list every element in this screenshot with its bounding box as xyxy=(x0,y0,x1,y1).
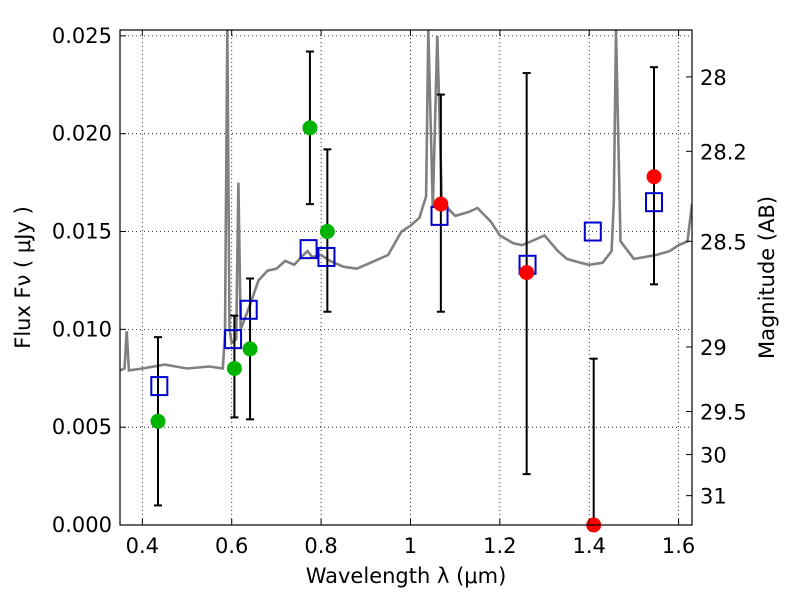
model-square xyxy=(239,299,258,320)
y2-tick-label: 29.5 xyxy=(700,401,747,425)
observed-point xyxy=(150,413,166,429)
x-tick-label: 1 xyxy=(404,534,417,558)
y2-tick-label: 30 xyxy=(700,444,727,468)
y2-tick-label: 28.2 xyxy=(700,140,747,164)
observed-point xyxy=(646,169,662,185)
y-tick-label: 0.020 xyxy=(52,122,112,146)
model-square xyxy=(299,239,318,260)
y-axis-ticks: 0.000 0.005 0.010 0.015 0.020 0.025 xyxy=(52,24,126,537)
x-axis-ticks: 0.4 0.6 0.8 1 1.2 1.4 1.6 xyxy=(126,30,695,558)
y-axis-label: Flux Fν ( μJy ) xyxy=(11,206,35,349)
model-square xyxy=(150,376,169,397)
y2-axis-label: Magnitude (AB) xyxy=(755,196,779,359)
y2-tick-label: 29 xyxy=(700,336,727,360)
plot-frame xyxy=(119,29,693,526)
observed-point xyxy=(519,265,535,281)
y-tick-label: 0.010 xyxy=(52,317,112,341)
y2-tick-label: 28.5 xyxy=(700,230,747,254)
observed-point xyxy=(242,341,258,357)
x-tick-label: 0.6 xyxy=(215,534,248,558)
x-tick-label: 0.4 xyxy=(126,534,159,558)
grid xyxy=(120,30,692,526)
observed-point xyxy=(226,360,242,376)
spectrum-line xyxy=(120,30,692,372)
y2-tick-label: 31 xyxy=(700,485,727,509)
y2-tick-label: 28 xyxy=(700,66,727,90)
y-tick-label: 0.025 xyxy=(52,24,112,48)
observed-point xyxy=(302,120,318,136)
observed-point xyxy=(433,196,449,212)
spectrum-series xyxy=(120,30,692,372)
y-tick-label: 0.000 xyxy=(52,513,112,537)
model-square xyxy=(224,329,243,350)
model-square xyxy=(583,221,602,242)
x-tick-label: 1.2 xyxy=(483,534,516,558)
observed-point xyxy=(319,224,335,240)
x-tick-label: 1.6 xyxy=(662,534,695,558)
y-tick-label: 0.005 xyxy=(52,415,112,439)
x-tick-label: 1.4 xyxy=(573,534,606,558)
x-tick-label: 0.8 xyxy=(304,534,337,558)
y2-axis-ticks: 28 28.2 28.5 29 29.5 30 31 xyxy=(686,66,747,509)
y-tick-label: 0.015 xyxy=(52,220,112,244)
observed-points xyxy=(150,120,662,533)
x-axis-label: Wavelength λ (μm) xyxy=(306,564,507,588)
model-square xyxy=(317,246,336,267)
model-square xyxy=(645,192,664,213)
